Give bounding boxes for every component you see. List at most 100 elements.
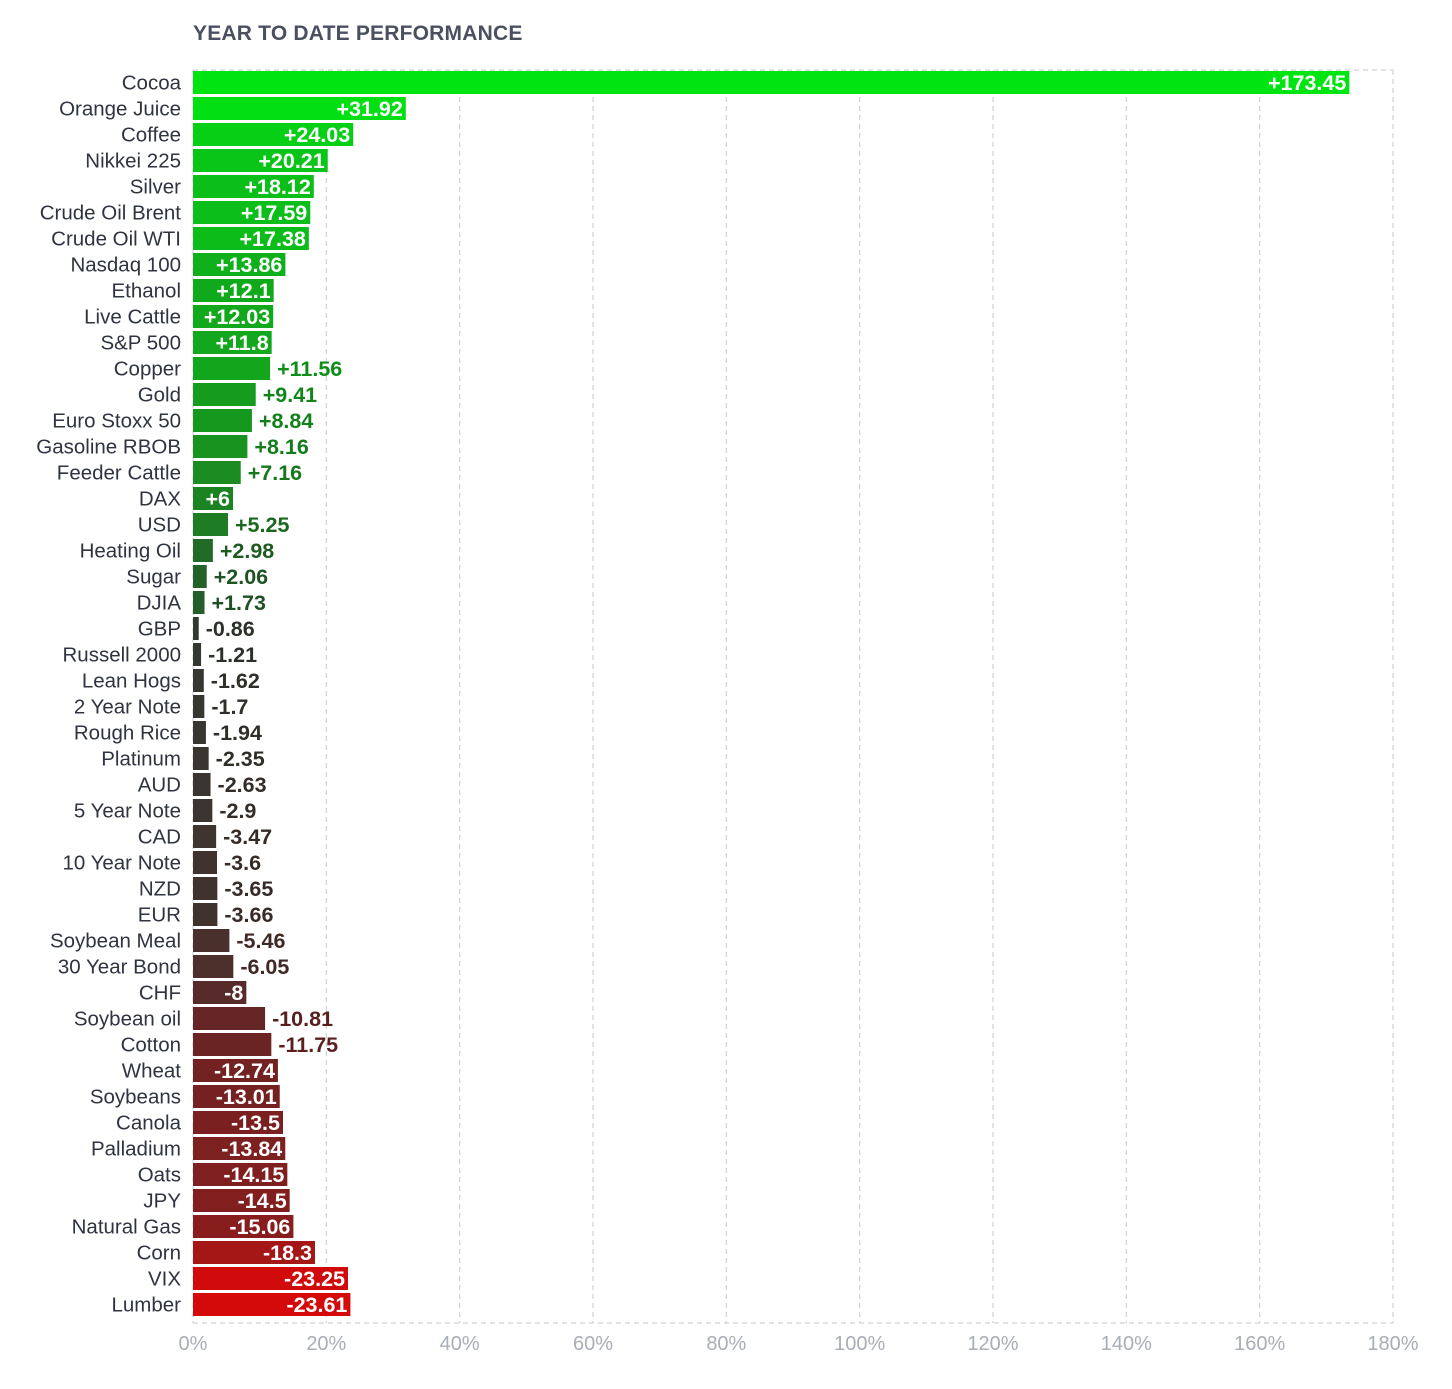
value-label: -3.66 [224, 903, 273, 927]
value-label: +11.56 [277, 357, 342, 381]
bar [193, 721, 206, 744]
bar [193, 1267, 348, 1290]
bar [193, 435, 248, 458]
value-label: +7.16 [248, 461, 302, 485]
value-label: -2.63 [218, 773, 267, 797]
bar [193, 1007, 266, 1030]
value-label: +17.59 [241, 201, 307, 225]
bar [193, 383, 256, 406]
category-label: Cocoa [122, 72, 182, 95]
value-labels: +173.45 +31.92+24.03+20.21+18.12+17.59+17… [204, 71, 1347, 1317]
value-label: -14.15 [223, 1163, 284, 1187]
value-label: -11.75 [278, 1033, 338, 1057]
x-tick-label: 120% [967, 1333, 1018, 1355]
bar [193, 227, 309, 250]
bar [193, 461, 241, 484]
bar [193, 1137, 286, 1160]
bar [193, 487, 233, 510]
category-label: Rough Rice [74, 722, 181, 745]
bar [193, 1215, 294, 1238]
value-label: +13.86 [216, 253, 282, 277]
bar [193, 71, 1350, 94]
bar [193, 695, 205, 718]
category-label: JPY [143, 1190, 181, 1213]
bar [193, 97, 406, 120]
category-label: Natural Gas [72, 1216, 181, 1239]
value-label: +9.41 [263, 383, 317, 407]
bar [193, 773, 211, 796]
value-label: -1.94 [213, 721, 262, 745]
bar [193, 643, 202, 666]
bar [193, 331, 272, 354]
value-label: +20.21 [258, 149, 324, 173]
bar [193, 1241, 315, 1264]
category-label: Lumber [111, 1294, 181, 1317]
bar [193, 981, 247, 1004]
bar [193, 305, 274, 328]
value-label: +18.12 [244, 175, 310, 199]
bar [193, 1163, 288, 1186]
category-label: Crude Oil WTI [51, 228, 181, 251]
bar [193, 253, 286, 276]
category-label: Wheat [122, 1060, 182, 1083]
category-label: GBP [138, 618, 181, 641]
bar [193, 799, 213, 822]
value-label: +6 [205, 487, 230, 511]
bar [193, 1111, 283, 1134]
category-label: Copper [114, 358, 181, 381]
value-label: -10.81 [272, 1007, 333, 1031]
value-label: -13.84 [221, 1137, 282, 1161]
category-label: Sugar [126, 566, 181, 589]
category-label: Silver [130, 176, 181, 199]
category-label: CHF [139, 982, 181, 1005]
category-label: Gold [138, 384, 181, 407]
bar [193, 747, 209, 770]
category-label: Canola [116, 1112, 182, 1135]
x-tick-label: 140% [1101, 1333, 1152, 1355]
x-tick-label: 20% [306, 1333, 346, 1355]
value-label: -3.47 [223, 825, 272, 849]
bar [193, 825, 217, 848]
category-label: Euro Stoxx 50 [52, 410, 181, 433]
category-label: Orange Juice [59, 98, 181, 121]
category-label: AUD [138, 774, 181, 797]
value-label: +31.92 [336, 97, 402, 121]
category-labels: Cocoa Orange Juice Coffee Nikkei 225 Silver C… [36, 72, 181, 1317]
category-label: 10 Year Note [62, 852, 181, 875]
value-label: -23.25 [284, 1267, 345, 1291]
value-label: -12.74 [214, 1059, 275, 1083]
category-label: Nikkei 225 [85, 150, 181, 173]
bar [193, 175, 314, 198]
bar [193, 1293, 351, 1316]
value-label: -1.62 [211, 669, 260, 693]
category-label: 2 Year Note [74, 696, 181, 719]
category-label: EUR [138, 904, 181, 927]
category-label: Soybeans [90, 1086, 181, 1109]
value-label: -13.5 [231, 1111, 280, 1135]
category-label: Gasoline RBOB [36, 436, 181, 459]
category-label: DAX [139, 488, 181, 511]
category-label: USD [138, 514, 181, 537]
value-label: -5.46 [236, 929, 285, 953]
bar [193, 617, 199, 640]
value-label: -8 [224, 981, 243, 1005]
value-label: +12.03 [204, 305, 270, 329]
category-label: Soybean Meal [50, 930, 181, 953]
value-label: -18.3 [263, 1241, 312, 1265]
category-label: VIX [148, 1268, 181, 1291]
grid [192, 69, 1394, 1324]
value-label: -13.01 [216, 1085, 277, 1109]
category-label: Platinum [101, 748, 181, 771]
category-label: 30 Year Bond [58, 956, 181, 979]
bar [193, 955, 234, 978]
bar [193, 149, 328, 172]
value-label: +8.84 [259, 409, 313, 433]
bar [193, 565, 207, 588]
category-label: Palladium [91, 1138, 181, 1161]
x-axis-ticks: 0% 20% 40% 60% 80% 100% 120% 140% 160% 180% [179, 1333, 1419, 1355]
bar [193, 409, 252, 432]
x-tick-label: 180% [1367, 1333, 1418, 1355]
bars [193, 71, 1350, 1316]
bar [193, 357, 271, 380]
value-label: +11.8 [215, 331, 268, 355]
